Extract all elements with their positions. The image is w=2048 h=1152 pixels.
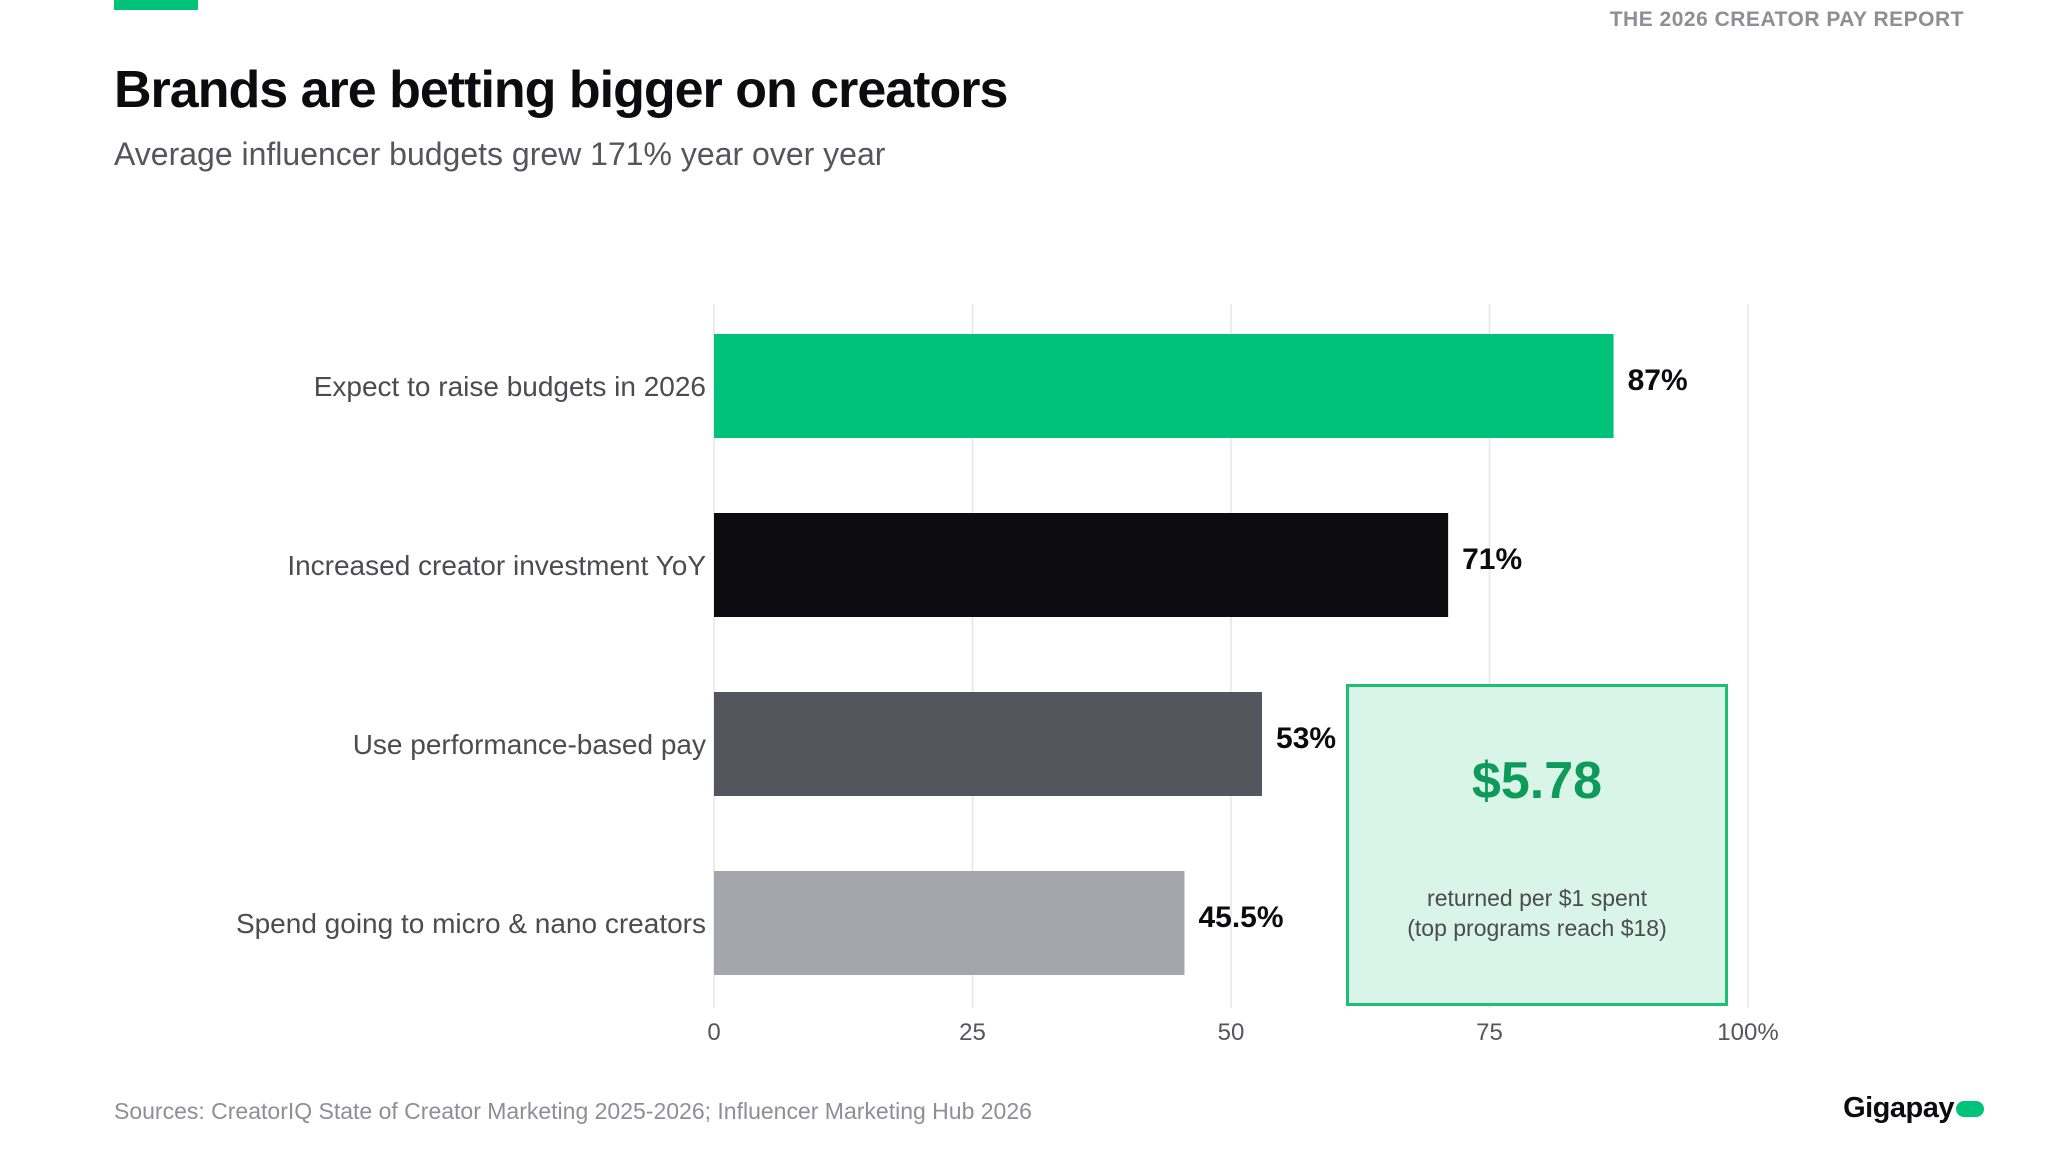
brand-logo: Gigapay <box>1843 1092 1984 1125</box>
callout-value: $5.78 <box>1471 752 1603 810</box>
category-label: Use performance-based pay <box>353 729 706 760</box>
bar <box>714 513 1449 617</box>
logo-text: Gigapay <box>1843 1092 1954 1124</box>
data-label: 45.5% <box>1198 901 1283 934</box>
bar <box>714 871 1185 975</box>
accent-bar <box>114 0 198 10</box>
page-subtitle: Average influencer budgets grew 171% yea… <box>114 136 886 172</box>
bar <box>714 692 1263 796</box>
data-label: 87% <box>1628 364 1688 397</box>
roi-callout: $5.78 returned per $1 spent (top program… <box>1346 684 1728 1006</box>
category-label: Increased creator investment YoY <box>287 550 706 581</box>
logo-dot-icon <box>1956 1100 1984 1117</box>
category-label: Spend going to micro & nano creators <box>236 908 706 939</box>
bar <box>714 334 1614 438</box>
report-label: THE 2026 CREATOR PAY REPORT <box>1609 8 1964 31</box>
data-label: 71% <box>1462 543 1522 576</box>
category-label: Expect to raise budgets in 2026 <box>314 371 706 402</box>
sources-note: Sources: CreatorIQ State of Creator Mark… <box>114 1098 1032 1124</box>
x-tick-label: 0 <box>707 1019 720 1046</box>
x-tick-label: 75 <box>1476 1019 1503 1046</box>
x-tick-label: 25 <box>959 1019 986 1046</box>
callout-line-2: (top programs reach $18) <box>1407 915 1667 941</box>
x-tick-label: 100% <box>1717 1019 1778 1046</box>
callout-line-1: returned per $1 spent <box>1427 885 1647 911</box>
page-title: Brands are betting bigger on creators <box>114 61 1008 119</box>
x-tick-label: 50 <box>1218 1019 1245 1046</box>
data-label: 53% <box>1276 722 1336 755</box>
